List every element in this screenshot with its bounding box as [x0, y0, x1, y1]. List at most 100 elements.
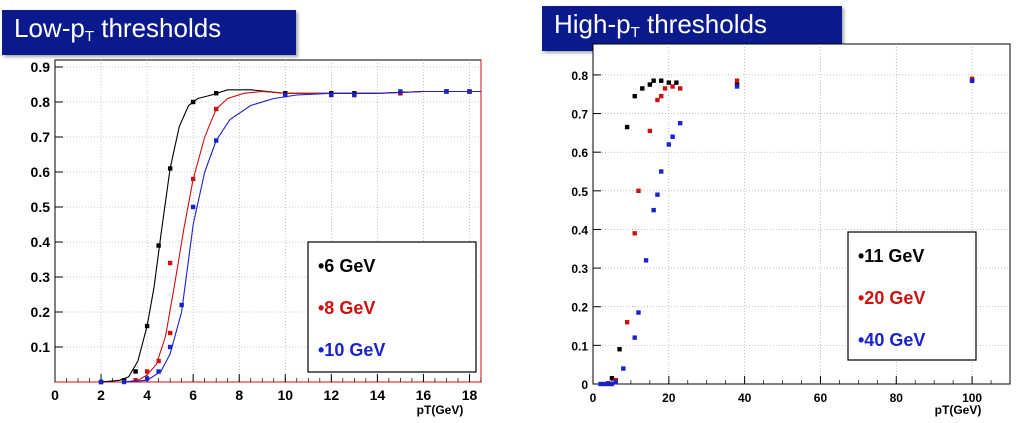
x-tick-label: 18: [462, 387, 478, 403]
data-point: [659, 93, 664, 99]
y-tick-label: 0.5: [31, 199, 51, 215]
data-point: [144, 323, 150, 329]
y-tick-label: 0.4: [31, 234, 51, 250]
x-tick-label: 0: [51, 387, 59, 403]
data-point: [662, 86, 668, 91]
data-point: [609, 381, 615, 387]
data-point: [398, 89, 403, 94]
y-tick-label: 0.8: [571, 69, 588, 83]
x-tick-label: 12: [324, 387, 340, 403]
x-tick-label: 2: [97, 387, 105, 403]
data-point: [613, 379, 618, 385]
data-point: [624, 124, 630, 130]
legend: •11 GeV •20 GeV •40 GeV: [847, 231, 977, 361]
x-tick-label: 20: [662, 391, 676, 405]
data-point: [674, 80, 679, 85]
y-tick-label: 0.1: [571, 339, 588, 353]
legend-box: [847, 231, 977, 361]
data-point: [621, 366, 626, 371]
x-tick-label: 6: [189, 387, 197, 403]
legend-box: [307, 241, 477, 373]
data-point: [121, 379, 127, 385]
data-point: [167, 166, 173, 171]
data-point: [133, 369, 138, 374]
legend: •6 GeV •8 GeV •10 GeV: [307, 241, 477, 373]
data-point: [179, 302, 184, 308]
data-point: [467, 89, 472, 94]
data-point: [213, 91, 219, 96]
data-point: [734, 78, 740, 83]
data-point: [144, 376, 150, 381]
data-point: [655, 97, 660, 103]
data-point: [156, 369, 161, 374]
data-point: [617, 347, 622, 352]
legend-entry: •10 GeV: [318, 340, 385, 360]
data-point: [329, 92, 334, 98]
data-point: [670, 134, 675, 139]
legend-entry: •20 GeV: [858, 288, 925, 308]
data-point: [636, 188, 641, 194]
x-tick-label: 14: [370, 387, 386, 403]
y-tick-label: 0.9: [31, 59, 51, 75]
y-tick-label: 0.3: [31, 269, 51, 285]
data-point: [632, 335, 637, 340]
y-tick-label: 0.7: [31, 129, 51, 145]
chart-2: 0 20 40 60 80 100 0 0.1 0.2 0.3 0.4 0.5 0.6 0.7 0.8 pT(…: [571, 43, 1011, 417]
y-tick-label: 0.6: [571, 146, 588, 160]
data-point: [167, 260, 173, 266]
legend-entry: •11 GeV: [858, 246, 924, 266]
y-tick-label: 0.1: [31, 339, 51, 355]
legend-entry: •8 GeV: [318, 298, 375, 318]
data-point: [144, 369, 150, 374]
data-point: [670, 84, 675, 89]
x-tick-label: 80: [890, 391, 904, 405]
data-point: [598, 381, 603, 387]
data-point: [605, 381, 611, 387]
data-point: [677, 121, 683, 126]
data-point: [659, 169, 664, 174]
x-tick-label: 100: [962, 391, 982, 405]
data-point: [647, 128, 653, 134]
data-point: [659, 78, 664, 83]
data-point: [666, 142, 672, 147]
data-point: [283, 92, 288, 98]
data-point: [98, 379, 104, 385]
data-point: [969, 78, 975, 83]
data-point: [734, 84, 740, 89]
data-point: [190, 176, 196, 182]
data-point: [643, 258, 649, 263]
x-axis-label: pT(GeV): [417, 403, 464, 417]
series-3: [98, 89, 481, 385]
data-point: [602, 381, 607, 387]
x-tick-label: 0: [590, 391, 597, 405]
data-point: [444, 89, 449, 94]
data-point: [167, 344, 173, 350]
data-point: [156, 243, 161, 248]
data-point: [167, 330, 173, 336]
x-tick-label: 10: [277, 387, 293, 403]
data-point: [190, 204, 196, 210]
data-point: [677, 86, 683, 91]
y-tick-label: 0.2: [571, 301, 588, 315]
legend-entry: •6 GeV: [318, 256, 375, 276]
data-point: [609, 376, 615, 381]
y-tick-label: 0.4: [571, 223, 588, 237]
y-tick-label: 0.5: [571, 185, 588, 199]
data-point: [213, 138, 219, 143]
y-tick-label: 0.3: [571, 262, 588, 276]
y-tick-label: 0.2: [31, 304, 51, 320]
data-point: [156, 358, 161, 364]
data-point: [213, 106, 219, 112]
x-tick-label: 16: [416, 387, 432, 403]
data-point: [651, 78, 656, 83]
data-point: [651, 207, 656, 213]
left-chart-title: Low-pT thresholds: [2, 10, 296, 55]
x-tick-label: 8: [235, 387, 243, 403]
series-3: [598, 78, 975, 387]
data-point: [632, 231, 637, 236]
data-point: [647, 82, 653, 87]
data-point: [666, 80, 672, 85]
data-point: [190, 99, 196, 105]
legend-entry: •40 GeV: [858, 330, 925, 350]
y-tick-label: 0.7: [571, 108, 588, 122]
